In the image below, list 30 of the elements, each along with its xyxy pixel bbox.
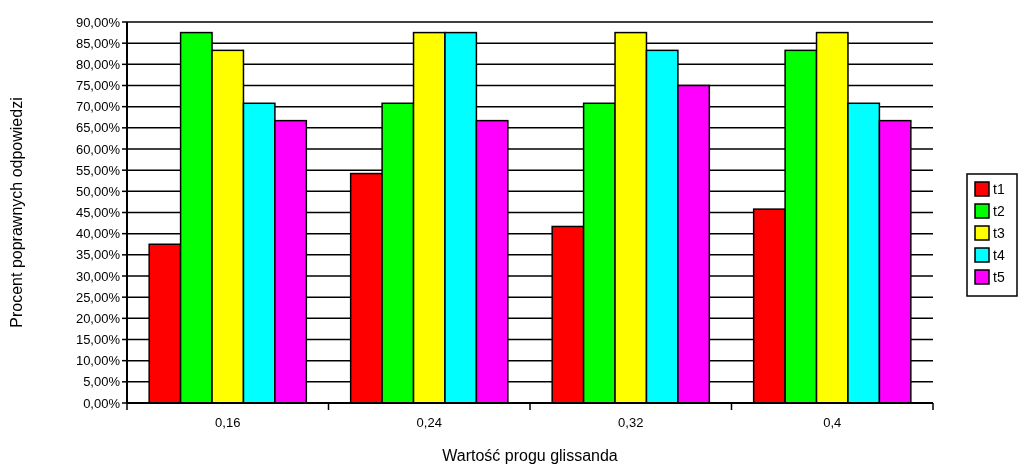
y-tick-label: 90,00% [75, 14, 121, 30]
x-tick-label: 0,16 [215, 415, 241, 430]
x-axis-title: Wartość progu glissanda [442, 447, 618, 464]
y-tick-label: 5,00% [83, 374, 121, 390]
y-tick-label: 30,00% [75, 268, 121, 284]
y-tick-label: 25,00% [75, 289, 121, 305]
y-tick-label: 50,00% [75, 183, 121, 199]
y-tick-label: 10,00% [75, 353, 121, 369]
y-tick-label: 0,00% [83, 395, 121, 411]
y-tick-label: 40,00% [75, 226, 121, 242]
legend-label: t3 [993, 224, 1005, 241]
y-tick-label: 60,00% [75, 141, 121, 157]
y-axis-title: Procent poprawnych odpowiedzi [8, 97, 25, 328]
y-tick-label: 70,00% [75, 99, 121, 115]
y-tick-label: 75,00% [75, 78, 121, 94]
legend-label: t2 [993, 202, 1005, 219]
legend-label: t5 [993, 268, 1005, 285]
y-tick-label: 15,00% [75, 332, 121, 348]
legend-label: t1 [993, 180, 1005, 197]
y-tick-label: 20,00% [75, 310, 121, 326]
y-tick-label: 85,00% [75, 35, 121, 51]
legend-label: t4 [993, 246, 1005, 263]
x-tick-label: 0,4 [823, 415, 842, 430]
y-tick-label: 65,00% [75, 120, 121, 136]
y-tick-label: 45,00% [75, 205, 121, 221]
y-tick-label: 35,00% [75, 247, 121, 263]
x-tick-label: 0,32 [618, 415, 644, 430]
x-tick-label: 0,24 [416, 415, 442, 430]
y-tick-label: 80,00% [75, 56, 121, 72]
y-tick-label: 55,00% [75, 162, 121, 178]
